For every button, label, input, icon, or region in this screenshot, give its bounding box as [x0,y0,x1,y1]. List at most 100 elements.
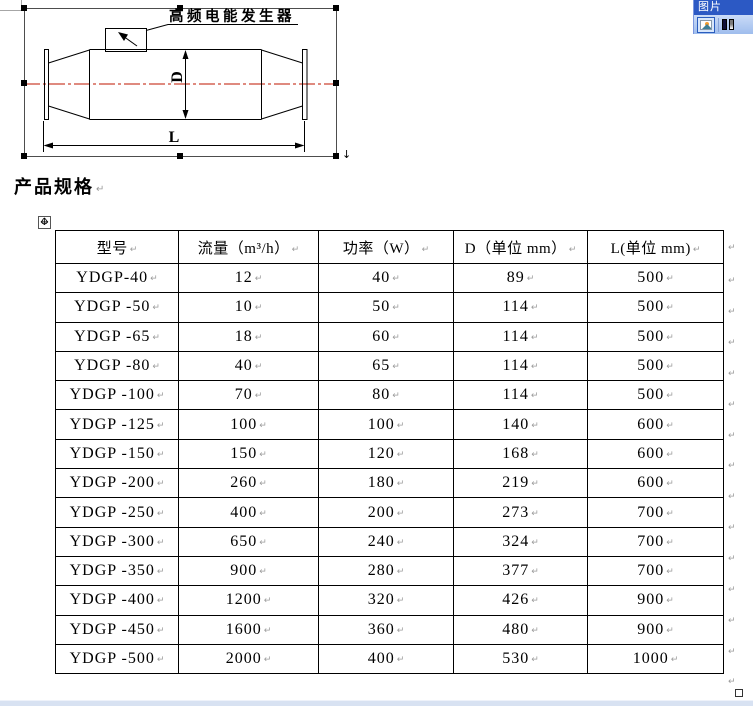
table-cell[interactable]: 114 ↵ [453,321,588,352]
table-cell[interactable]: YDGP -400 ↵ [55,585,179,616]
table-cell[interactable]: 150 ↵ [178,438,319,470]
table-cell[interactable]: 273 ↵ [453,497,588,528]
color-button[interactable] [722,19,734,30]
picture-toolbar-title[interactable]: 图片 [694,0,753,15]
table-cell[interactable]: 50 ↵ [318,292,454,323]
table-cell[interactable]: YDGP -80 ↵ [55,350,179,382]
table-cell-text: 426 [502,591,530,609]
insert-picture-button[interactable] [697,16,715,33]
table-cell-text: YDGP -200 [69,474,155,492]
table-cell-text: 500 [637,357,665,375]
table-cell[interactable]: 260 ↵ [178,468,319,499]
table-cell[interactable]: 140 ↵ [453,409,588,440]
table-cell[interactable]: 120 ↵ [318,438,454,470]
table-cell[interactable]: 324 ↵ [453,526,588,557]
table-cell[interactable]: YDGP -100 ↵ [55,380,179,411]
table-header-cell[interactable]: 功率（W） ↵ [318,230,454,264]
table-cell[interactable]: 70 ↵ [178,380,319,411]
table-cell-text: 40 [234,357,253,375]
end-of-cell-mark: ↵ [156,391,165,402]
table-cell[interactable]: 114 ↵ [453,292,588,323]
table-cell[interactable]: 530 ↵ [453,643,588,675]
table-cell[interactable]: 114 ↵ [453,380,588,411]
table-cell[interactable]: 400 ↵ [178,497,319,528]
table-cell[interactable]: 480 ↵ [453,614,588,645]
table-cell[interactable]: 900 ↵ [587,614,724,645]
table-cell[interactable]: 180 ↵ [318,468,454,499]
table-cell[interactable]: 360 ↵ [318,614,454,645]
table-cell[interactable]: 1200 ↵ [178,585,319,616]
table-cell[interactable]: YDGP -350 ↵ [55,555,179,587]
table-header-cell[interactable]: 型号 ↵ [55,230,179,264]
end-of-cell-mark: ↵ [156,508,165,519]
pipe-diagram-image[interactable]: 高频电能发生器 D L ↓ [0,0,360,168]
table-cell-text: 180 [367,474,395,492]
table-cell[interactable]: YDGP -65 ↵ [55,321,179,352]
table-cell[interactable]: 900 ↵ [178,555,319,587]
table-cell[interactable]: 320 ↵ [318,585,454,616]
table-cell[interactable]: YDGP-40 ↵ [55,262,179,294]
table-header-cell-text: 型号 [96,240,128,257]
page-title[interactable]: 产品规格 ↵ [14,173,106,199]
table-cell[interactable]: YDGP -50 ↵ [55,292,179,323]
table-cell[interactable]: YDGP -500 ↵ [55,643,179,675]
table-cell[interactable]: YDGP -450 ↵ [55,614,179,645]
table-cell[interactable]: 700 ↵ [587,497,724,528]
table-cell[interactable]: 219 ↵ [453,468,588,499]
table-header-cell[interactable]: L(单位 mm) ↵ [587,230,724,264]
table-cell[interactable]: 65 ↵ [318,350,454,382]
table-cell[interactable]: 80 ↵ [318,380,454,411]
table-cell[interactable]: 400 ↵ [318,643,454,675]
table-cell[interactable]: 40 ↵ [178,350,319,382]
table-header-cell[interactable]: D（单位 mm） ↵ [453,230,588,264]
table-cell[interactable]: YDGP -200 ↵ [55,468,179,499]
table-cell[interactable]: 168 ↵ [453,438,588,470]
table-move-handle[interactable]: ↔ ↕ [38,216,51,229]
table-cell[interactable]: 600 ↵ [587,438,724,470]
table-resize-handle[interactable] [735,689,743,697]
table-cell-text: 600 [637,415,665,433]
table-cell[interactable]: 377 ↵ [453,555,588,587]
table-cell[interactable]: 500 ↵ [587,292,724,323]
table-cell[interactable]: 500 ↵ [587,350,724,382]
table-cell[interactable]: 500 ↵ [587,380,724,411]
table-cell[interactable]: 89 ↵ [453,262,588,294]
table-cell[interactable]: 10 ↵ [178,292,319,323]
end-of-row-marks: ↵ ↵ ↵ ↵ ↵ ↵ ↵ ↵ ↵ ↵ ↵ ↵ ↵ ↵ ↵ [728,230,736,698]
table-cell[interactable]: YDGP -250 ↵ [55,497,179,528]
table-cell[interactable]: 12 ↵ [178,262,319,294]
table-cell[interactable]: 500 ↵ [587,262,724,294]
end-of-cell-mark: ↵ [254,303,263,314]
table-cell[interactable]: YDGP -150 ↵ [55,438,179,470]
table-cell[interactable]: YDGP -300 ↵ [55,526,179,557]
table-cell[interactable]: 60 ↵ [318,321,454,352]
table-cell[interactable]: 1600 ↵ [178,614,319,645]
end-of-cell-mark: ↵ [526,274,535,285]
end-of-cell-mark: ↵ [156,537,165,548]
table-cell-text: 65 [372,357,391,375]
table-cell[interactable]: 650 ↵ [178,526,319,557]
table-cell-text: YDGP -500 [69,650,155,667]
table-cell[interactable]: YDGP -125 ↵ [55,409,179,440]
table-cell[interactable]: 426 ↵ [453,585,588,616]
end-of-cell-mark: ↵ [396,537,405,548]
table-cell[interactable]: 500 ↵ [587,321,724,352]
table-cell[interactable]: 700 ↵ [587,555,724,587]
table-cell[interactable]: 1000 ↵ [587,643,724,675]
table-cell[interactable]: 18 ↵ [178,321,319,352]
table-cell[interactable]: 2000 ↵ [178,643,319,675]
selection-handles[interactable] [21,5,339,159]
table-cell[interactable]: 100 ↵ [178,409,319,440]
table-cell[interactable]: 114 ↵ [453,350,588,382]
table-cell[interactable]: 600 ↵ [587,409,724,440]
table-cell[interactable]: 280 ↵ [318,555,454,587]
table-cell[interactable]: 240 ↵ [318,526,454,557]
table-cell[interactable]: 100 ↵ [318,409,454,440]
table-cell[interactable]: 900 ↵ [587,585,724,616]
table-header-cell[interactable]: 流量（m³/h） ↵ [178,230,319,264]
table-cell[interactable]: 600 ↵ [587,468,724,499]
table-cell[interactable]: 40 ↵ [318,262,454,294]
table-cell[interactable]: 200 ↵ [318,497,454,528]
table-cell[interactable]: 700 ↵ [587,526,724,557]
